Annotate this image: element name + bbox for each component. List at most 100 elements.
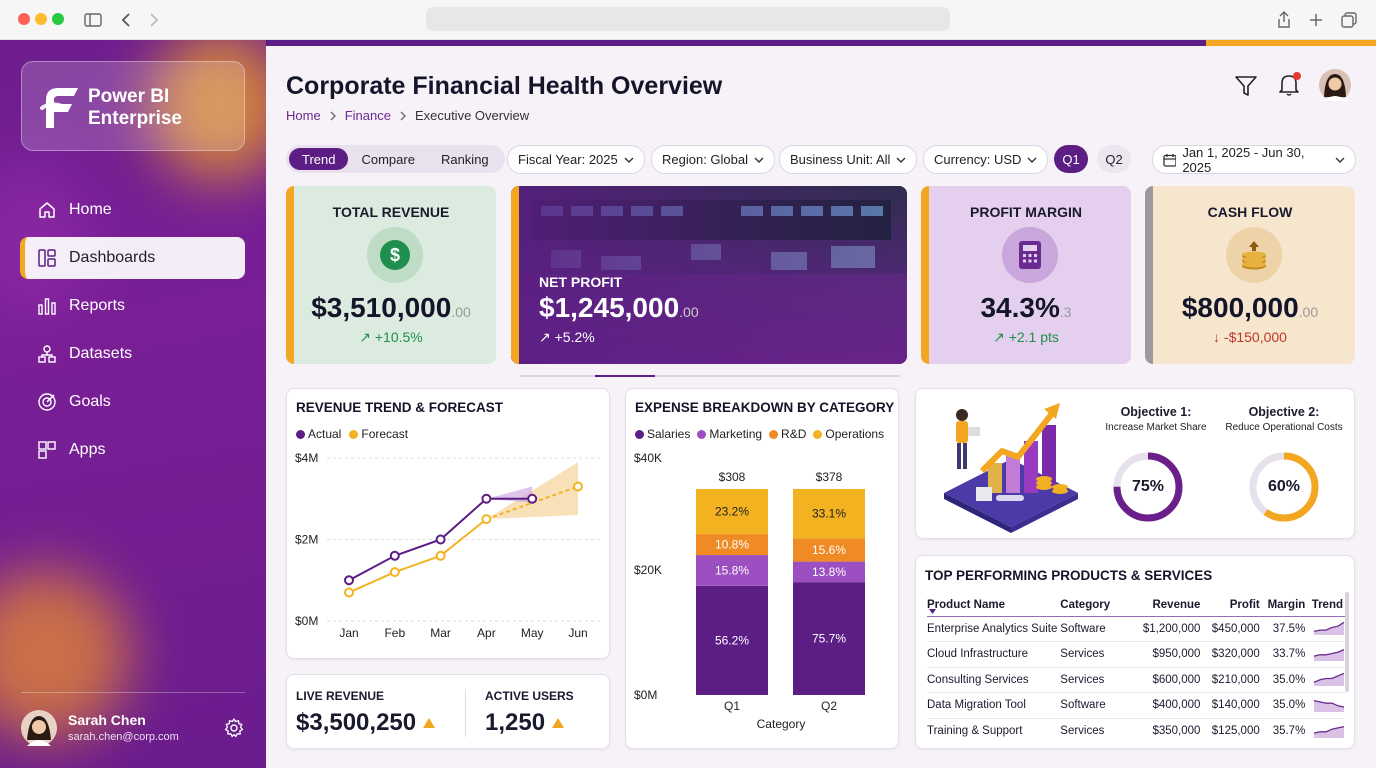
column-header-margin[interactable]: Margin: [1267, 598, 1306, 611]
legend-label: Marketing: [709, 427, 763, 441]
legend-label: Salaries: [647, 427, 691, 441]
power-bi-logo-icon: [40, 88, 78, 128]
decorative-blob: [0, 570, 130, 740]
sparkline-area: [1314, 726, 1344, 738]
sidebar-item-dashboards[interactable]: Dashboards: [20, 237, 245, 279]
table-row[interactable]: Training & Support Services $350,000 $125,0…: [927, 718, 1345, 744]
revenue-trend-chart: $4M $2M $0M Jan Feb Mar Apr May Jun: [295, 451, 603, 640]
quarter-q1-button[interactable]: Q1: [1054, 145, 1088, 173]
minimize-window-button[interactable]: [35, 13, 47, 25]
filter-icon[interactable]: [1234, 74, 1258, 98]
legend-item-forecast[interactable]: Forecast: [349, 427, 408, 441]
dropdown-value: Fiscal Year: 2025: [518, 152, 618, 167]
sparkline: [1313, 648, 1345, 661]
breadcrumb-home-link[interactable]: Home: [286, 108, 321, 123]
legend-item-salaries[interactable]: Salaries: [635, 427, 690, 441]
back-icon[interactable]: [116, 10, 136, 30]
trend-cell: [1305, 642, 1345, 668]
actual-point: [435, 534, 446, 545]
up-triangle-icon: [552, 718, 565, 728]
table-row[interactable]: Enterprise Analytics Suite Software $1,200…: [927, 616, 1345, 642]
quarter-q2-button[interactable]: Q2: [1097, 145, 1131, 173]
sidebar-item-reports[interactable]: Reports: [20, 285, 245, 327]
legend-item-operations[interactable]: Operations: [813, 427, 884, 441]
gear-icon[interactable]: [224, 718, 244, 738]
column-header-category[interactable]: Category: [1060, 598, 1111, 611]
segment-label: 10.8%: [715, 538, 749, 552]
kpi-total-revenue-card[interactable]: TOTAL REVENUE $ $3,510,000.00 ↗ +10.5%: [286, 186, 496, 364]
table-row[interactable]: Data Migration Tool Software $400,000 $140,…: [927, 693, 1345, 719]
notification-bell-icon[interactable]: [1276, 70, 1304, 98]
margin-cell: 35.0%: [1272, 673, 1306, 686]
revenue-trend-card: REVENUE TREND & FORECAST Actual Forecast…: [286, 388, 610, 659]
view-trend-button[interactable]: Trend: [289, 148, 349, 170]
segment-label: 15.8%: [715, 563, 749, 577]
product-name-cell: Cloud Infrastructure: [927, 648, 1028, 661]
sidebar-item-goals[interactable]: Goals: [20, 381, 245, 423]
x-tick-label: Q2: [821, 699, 837, 713]
y-tick-label: $20K: [634, 563, 662, 577]
chevron-down-icon: [624, 157, 634, 163]
x-tick-label: Mar: [430, 626, 451, 640]
tabs-overview-icon[interactable]: [1339, 10, 1359, 30]
sparkline-line: [1313, 699, 1345, 708]
live-stats-card: LIVE REVENUE $3,500,250 ACTIVE USERS 1,2…: [286, 674, 610, 749]
legend-item-actual[interactable]: Actual: [296, 427, 341, 441]
expense-breakdown-chart: $40K $20K $0M 56.2% 15.8% 10.8% 23.2% $308 Q1 75.…: [634, 451, 865, 731]
column-header-product[interactable]: Product Name: [927, 594, 1060, 616]
app-name-line2: Enterprise: [88, 108, 182, 129]
bar-segment-rd: [696, 534, 768, 556]
ring-progress: [1249, 452, 1319, 522]
breadcrumb-finance-link[interactable]: Finance: [344, 108, 391, 123]
fiscal-year-dropdown[interactable]: Fiscal Year: 2025: [507, 145, 645, 174]
sort-descending-icon[interactable]: [929, 609, 936, 614]
view-ranking-button[interactable]: Ranking: [440, 151, 489, 167]
bar-segment-salaries: [793, 582, 865, 695]
sparkline: [1313, 672, 1345, 687]
trend-cell: [1305, 693, 1345, 719]
date-range-picker[interactable]: Jan 1, 2025 - Jun 30, 2025: [1152, 145, 1356, 175]
column-header-trend[interactable]: Trend: [1311, 598, 1343, 611]
revenue-cell: $350,000: [1152, 725, 1201, 737]
carousel-indicator[interactable]: [595, 375, 655, 377]
share-icon[interactable]: [1274, 10, 1294, 30]
region-dropdown[interactable]: Region: Global: [651, 145, 775, 174]
forward-icon[interactable]: [144, 10, 164, 30]
sparkline: [1313, 725, 1345, 738]
category-cell: Services: [1060, 673, 1105, 686]
column-header-revenue[interactable]: Revenue: [1152, 598, 1201, 611]
chevron-right-icon: [330, 111, 336, 120]
kpi-value-main: $800,000: [1181, 292, 1299, 323]
maximize-window-button[interactable]: [52, 13, 64, 25]
product-name-cell: Consulting Services: [927, 673, 1029, 686]
chevron-down-icon: [754, 157, 764, 163]
active-users-label: ACTIVE USERS: [485, 689, 574, 703]
legend-item-rnd[interactable]: R&D: [769, 427, 806, 441]
view-compare-button[interactable]: Compare: [361, 151, 415, 167]
sparkline-area: [1314, 649, 1344, 661]
actual-point: [344, 575, 354, 586]
sidebar-item-home[interactable]: Home: [20, 189, 245, 231]
sidebar-item-datasets[interactable]: Datasets: [20, 333, 245, 375]
category-cell: Software: [1060, 622, 1106, 635]
close-window-button[interactable]: [18, 13, 30, 25]
revenue-cell: $600,000: [1152, 673, 1201, 686]
kpi-net-profit-card[interactable]: NET PROFIT $1,245,000.00 ↗ +5.2%: [511, 186, 907, 364]
sidebar-toggle-icon[interactable]: [83, 10, 103, 30]
table-row[interactable]: Consulting Services Services $600,000 $210,…: [927, 667, 1345, 693]
app-logo-card[interactable]: Power BI Enterprise: [21, 61, 245, 151]
kpi-cash-flow-card[interactable]: CASH FLOW $800,000.00 ↓ -$150,000: [1145, 186, 1355, 364]
legend-item-marketing[interactable]: Marketing: [697, 427, 762, 441]
kpi-profit-margin-card[interactable]: PROFIT MARGIN 34.3%.3 ↗ +2.1 pts: [921, 186, 1131, 364]
avatar[interactable]: [1319, 69, 1351, 101]
new-tab-icon[interactable]: [1306, 10, 1326, 30]
user-profile[interactable]: Sarah Chen sarah.chen@corp.com: [21, 708, 246, 756]
sidebar-item-apps[interactable]: Apps: [20, 429, 245, 471]
table-row[interactable]: Cloud Infrastructure Services $950,000 $320…: [927, 642, 1345, 668]
table-scrollbar[interactable]: [1345, 592, 1349, 692]
currency-dropdown[interactable]: Currency: USD: [923, 145, 1049, 174]
column-header-profit[interactable]: Profit: [1229, 598, 1260, 611]
business-unit-dropdown[interactable]: Business Unit: All: [779, 145, 918, 174]
chevron-right-icon: [400, 111, 406, 120]
address-bar[interactable]: [426, 7, 950, 31]
